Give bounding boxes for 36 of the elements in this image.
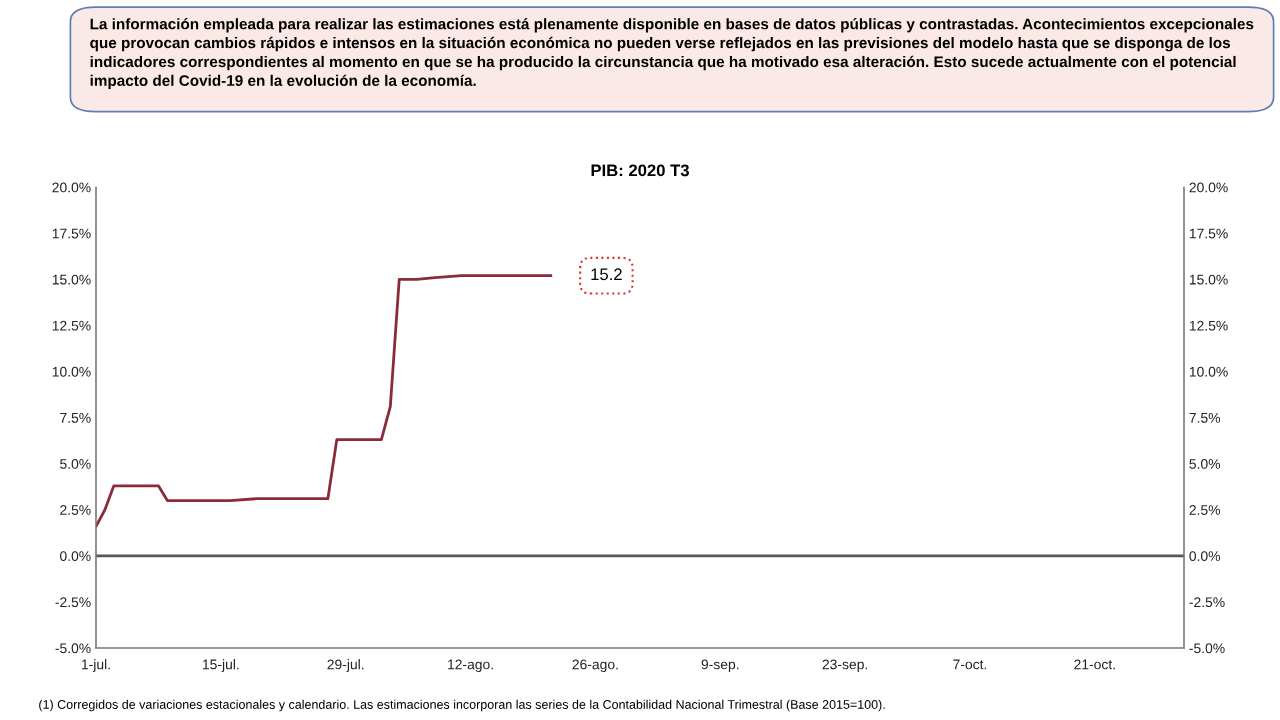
y2-tick-label: -5.0% [1189,643,1225,654]
y2-tick-label: 17.5% [1189,228,1228,239]
y2-tick-label: 15.0% [1189,274,1228,285]
y2-tick-label: -2.5% [1189,597,1225,608]
y2-tick-label: 10.0% [1189,366,1228,377]
x-tick-label: 9-sep. [701,659,739,673]
y2-tick-label: 12.5% [1189,320,1228,331]
y2-tick-label: 2.5% [1189,505,1221,515]
y-tick-label: 0.0% [60,551,91,562]
chart-title: PIB: 2020 T3 [591,164,689,177]
x-tick-label: 21-oct. [1074,659,1115,670]
x-tick-label: 15-jul. [203,659,239,673]
y-tick-label: -2.5% [55,597,91,608]
x-tick-label: 1-jul. [82,659,110,673]
line-series [96,274,553,528]
x-tick-label: 23-sep. [822,659,868,673]
y-tick-label: 17.5% [52,228,91,239]
y-tick-label: 20.0% [52,182,91,193]
text: (1) Corregidos de variaciones estacionales y calendario. Las estimaciones incorporan las series de la Contabilidad Nacional Trimestral (Base 2015=100). [39,699,885,712]
y-tick-label: 12.5% [52,320,91,331]
x-tick-label: 26-ago. [572,659,618,673]
y-tick-label: 7.5% [60,412,91,423]
x-tick-label: 7-oct. [953,659,987,670]
y-tick-label: 10.0% [52,366,91,377]
y2-tick-label: 7.5% [1189,412,1221,423]
annotation: 15.2 [591,268,622,281]
y2-tick-label: 0.0% [1189,551,1221,562]
y-tick-label: 15.0% [52,274,91,285]
x-tick-label: 12-ago. [448,659,493,673]
y-tick-label: 2.5% [60,505,91,515]
y-tick-label: 5.0% [60,459,91,469]
x-tick-label: 29-jul. [327,659,364,673]
text: La información empleada para realizar las estimaciones está plenamente disponible en bases de datos públicas y contrastadas. Acontecimientos excepcionales que provocan cambios rápidos e intensos en la situación económica no pueden verse reflejados en las previsiones del modelo hasta que se disponga de los indicadores correspondientes al momento en que se ha producido la circunstancia que ha motivado esa alteración. Esto sucede actualmente con el potencial impacto del Covid-19 en la evolución de la economía. [90,18,1254,90]
y2-tick-label: 5.0% [1189,459,1221,469]
y-tick-label: -5.0% [55,643,91,654]
y2-tick-label: 20.0% [1189,182,1228,193]
